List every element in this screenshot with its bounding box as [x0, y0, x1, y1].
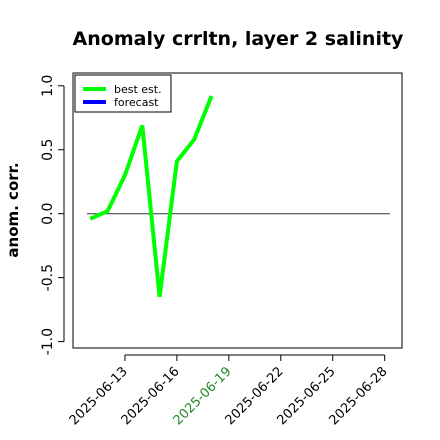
y-tick-label: 1.0: [40, 75, 56, 97]
plot-frame: [72, 72, 403, 349]
chart-title: Anomaly crrltn, layer 2 salinity: [73, 28, 404, 50]
y-tick-label: -0.5: [40, 264, 56, 291]
legend-box: [74, 74, 172, 113]
series-line-0: [89, 95, 214, 298]
legend-label: forecast: [114, 96, 159, 109]
x-axis: 2025-06-132025-06-162025-06-192025-06-22…: [67, 354, 391, 428]
y-tick-label: 0.5: [40, 139, 56, 161]
y-tick-label: 0.0: [40, 203, 56, 225]
y-axis-label: anom. corr.: [4, 162, 22, 257]
legend: best est.forecast: [74, 74, 172, 113]
series-layer: [89, 95, 214, 298]
legend-label: best est.: [114, 83, 162, 96]
y-axis: -1.0 -0.5 0.0 0.5 1.0: [40, 75, 65, 355]
y-tick-label: -1.0: [40, 328, 56, 355]
